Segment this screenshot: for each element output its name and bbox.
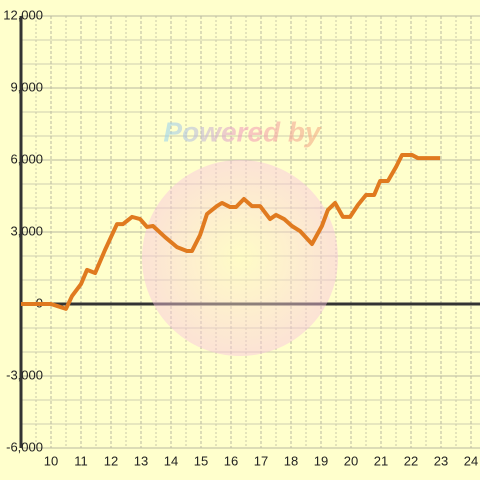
watermark-disc [142, 160, 338, 356]
y-tick-label: 3,000 [10, 223, 43, 238]
x-tick-label: 22 [404, 453, 418, 468]
x-tick-label: 12 [104, 453, 118, 468]
watermark: Powered by [163, 116, 322, 147]
y-tick-label: 12,000 [3, 7, 43, 22]
x-tick-label: 24 [464, 453, 478, 468]
x-tick-label: 23 [434, 453, 448, 468]
data-line [21, 152, 441, 311]
y-tick-label: 9,000 [10, 79, 43, 94]
x-tick-label: 18 [284, 453, 298, 468]
x-tick-label: 20 [344, 453, 358, 468]
x-tick-label: 19 [314, 453, 328, 468]
x-tick-label: 21 [374, 453, 388, 468]
x-tick-label: 15 [194, 453, 208, 468]
x-tick-label: 10 [44, 453, 58, 468]
y-tick-label: 6,000 [10, 151, 43, 166]
x-tick-label: 17 [254, 453, 268, 468]
x-tick-label: 16 [224, 453, 238, 468]
y-tick-label: -6,000 [6, 439, 43, 454]
x-tick-label: 14 [164, 453, 178, 468]
x-tick-label: 13 [134, 453, 148, 468]
x-tick-label: 11 [74, 453, 88, 468]
y-tick-label: -3,000 [6, 367, 43, 382]
